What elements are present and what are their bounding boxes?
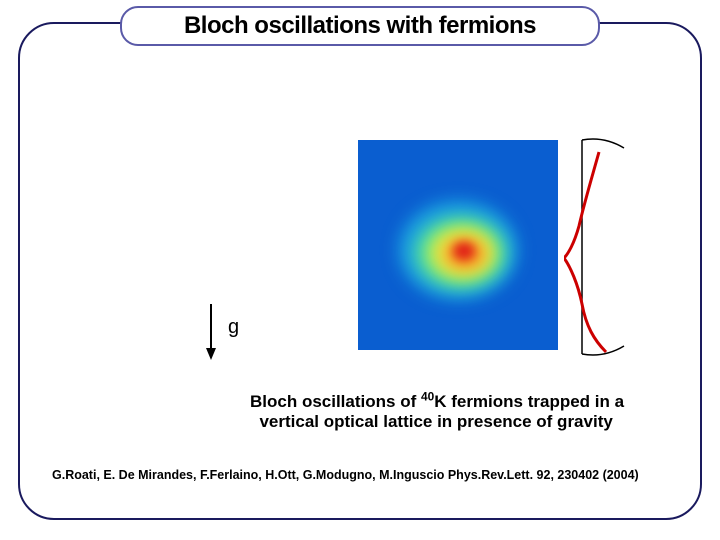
caption-mid: K fermions trapped in a <box>434 392 624 411</box>
title-banner: Bloch oscillations with fermions <box>120 6 600 46</box>
caption-prefix: Bloch oscillations of <box>250 392 421 411</box>
caption-superscript: 40 <box>421 389 434 403</box>
figure-caption: Bloch oscillations of 40K fermions trapp… <box>250 392 700 432</box>
caption-line2: vertical optical lattice in presence of … <box>259 412 612 431</box>
gravity-arrow <box>205 302 223 362</box>
citation-text: G.Roati, E. De Mirandes, F.Ferlaino, H.O… <box>52 468 672 482</box>
fermion-cloud-image <box>358 140 558 350</box>
density-profile-curve <box>564 134 644 360</box>
gravity-label: g <box>228 316 239 339</box>
heatmap-blob <box>453 242 475 260</box>
slide-title: Bloch oscillations with fermions <box>184 12 536 40</box>
